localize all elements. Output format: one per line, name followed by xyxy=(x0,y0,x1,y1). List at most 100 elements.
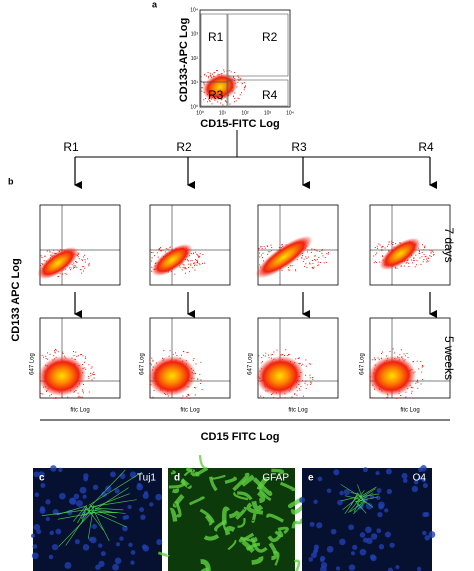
event-dot xyxy=(306,257,308,259)
event-dot xyxy=(421,378,423,380)
nucleus xyxy=(79,486,87,494)
event-dot xyxy=(55,396,57,398)
event-dot xyxy=(393,352,395,354)
nucleus xyxy=(91,524,97,530)
event-dot xyxy=(235,100,237,102)
event-dot xyxy=(238,79,240,81)
event-dot xyxy=(429,255,431,257)
event-dot xyxy=(216,69,218,71)
cell xyxy=(174,501,182,518)
event-dot xyxy=(395,397,397,399)
event-dot xyxy=(81,258,83,260)
event-dot xyxy=(406,352,408,354)
density xyxy=(255,235,313,279)
event-dot xyxy=(259,246,261,248)
event-dot xyxy=(192,359,194,361)
event-dot xyxy=(156,252,158,254)
event-dot xyxy=(77,392,79,394)
event-dot xyxy=(240,92,242,94)
event-dot xyxy=(260,395,262,397)
event-dot xyxy=(281,270,283,272)
event-dot xyxy=(378,359,380,361)
event-dot xyxy=(423,258,425,260)
density xyxy=(379,237,421,271)
process xyxy=(81,507,87,524)
event-dot xyxy=(72,267,74,269)
event-dot xyxy=(313,248,315,250)
event-dot xyxy=(82,256,84,258)
process xyxy=(357,484,363,499)
event-dot xyxy=(399,397,401,399)
nucleus xyxy=(64,562,72,569)
nucleus xyxy=(333,469,340,476)
event-dot xyxy=(381,255,383,257)
cell xyxy=(268,542,278,561)
nucleus xyxy=(40,482,46,488)
event-dot xyxy=(46,352,48,354)
nucleus xyxy=(33,523,41,531)
nucleus xyxy=(144,491,149,496)
event-dot xyxy=(185,268,187,270)
nucleus xyxy=(32,544,38,549)
event-dot xyxy=(66,273,68,275)
nucleus xyxy=(309,521,315,527)
nucleus xyxy=(45,516,50,522)
event-dot xyxy=(73,264,75,266)
density xyxy=(38,355,86,397)
event-dot xyxy=(83,266,85,268)
event-dot xyxy=(163,350,165,352)
cell xyxy=(224,476,237,484)
cell xyxy=(252,477,273,497)
event-dot xyxy=(243,82,245,84)
event-dot xyxy=(91,379,93,381)
event-dot xyxy=(416,360,418,362)
event-dot xyxy=(326,253,328,255)
nucleus xyxy=(348,524,355,531)
event-dot xyxy=(259,256,261,258)
event-dot xyxy=(418,368,420,370)
x-tick-label: 10⁴ xyxy=(286,110,294,116)
gate xyxy=(227,13,289,77)
event-dot xyxy=(76,261,78,263)
nucleus xyxy=(348,564,356,571)
process xyxy=(357,498,367,504)
event-dot xyxy=(83,383,85,385)
event-dot xyxy=(400,265,402,267)
stain-label: O4 xyxy=(413,473,427,484)
event-dot xyxy=(206,101,208,103)
event-dot xyxy=(410,259,412,261)
event-dot xyxy=(309,377,311,379)
nucleus xyxy=(110,471,116,478)
event-dot xyxy=(396,267,398,269)
event-dot xyxy=(158,249,160,251)
nucleus xyxy=(365,502,373,510)
event-dot xyxy=(381,246,383,248)
event-dot xyxy=(41,354,43,356)
region-label: R2 xyxy=(262,30,278,44)
event-dot xyxy=(187,352,189,354)
process xyxy=(355,501,367,514)
event-dot xyxy=(371,397,373,399)
event-dot xyxy=(158,248,160,250)
event-dot xyxy=(201,90,203,92)
event-dot xyxy=(399,354,401,356)
x-tick-label: 10³ xyxy=(264,110,272,116)
event-dot xyxy=(241,83,243,85)
event-dot xyxy=(381,351,383,353)
event-dot xyxy=(374,359,376,361)
event-dot xyxy=(321,248,323,250)
y-axis-label: CD133-APC Log xyxy=(178,18,190,102)
event-dot xyxy=(152,360,154,362)
event-dot xyxy=(400,349,402,351)
event-dot xyxy=(209,99,211,101)
event-dot xyxy=(417,381,419,383)
event-dot xyxy=(267,354,269,356)
event-dot xyxy=(263,354,265,356)
event-dot xyxy=(291,265,293,267)
nucleus xyxy=(82,494,87,499)
event-dot xyxy=(182,266,184,268)
y-tick-label: 10³ xyxy=(191,32,199,38)
event-dot xyxy=(54,351,56,353)
event-dot xyxy=(420,361,422,363)
event-dot xyxy=(64,273,66,275)
